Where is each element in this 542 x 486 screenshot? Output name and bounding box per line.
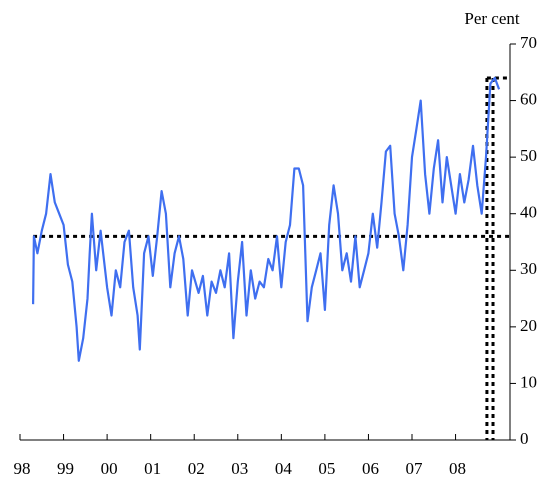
x-tick-label: 06 [362, 459, 379, 478]
y-tick-label: 50 [520, 146, 537, 165]
y-tick-label: 10 [520, 372, 537, 391]
x-tick-label: 03 [231, 459, 248, 478]
y-tick-label: 60 [520, 89, 537, 108]
x-tick-label: 00 [101, 459, 118, 478]
data-line [32, 76, 501, 362]
y-tick-label: 0 [520, 429, 529, 448]
y-tick-label: 70 [520, 33, 537, 52]
y-tick-label: 30 [520, 259, 537, 278]
x-tick-label: 04 [275, 459, 293, 478]
x-tick-label: 98 [14, 459, 31, 478]
x-tick-label: 08 [449, 459, 466, 478]
y-tick-label: 20 [520, 316, 537, 335]
x-tick-label: 05 [318, 459, 335, 478]
x-tick-label: 02 [188, 459, 205, 478]
y-axis-label: Per cent [464, 9, 520, 28]
x-tick-label: 99 [57, 459, 74, 478]
x-tick-label: 07 [406, 459, 424, 478]
x-tick-label: 01 [144, 459, 161, 478]
y-tick-label: 40 [520, 203, 537, 222]
